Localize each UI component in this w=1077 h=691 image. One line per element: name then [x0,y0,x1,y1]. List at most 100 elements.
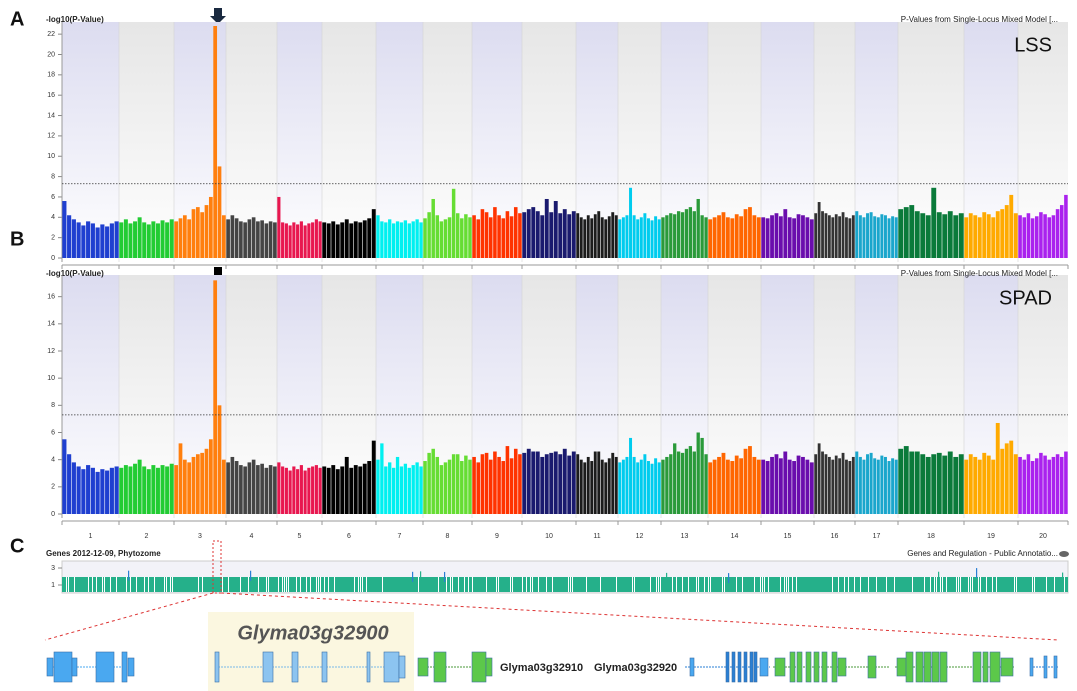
snp-column [230,456,235,514]
snp-column [484,212,489,258]
snp-column [947,451,953,514]
track-gap [512,577,513,592]
snp-column [146,469,151,514]
snp-column [607,458,611,514]
snp-column [160,465,165,514]
track-gap [96,577,97,592]
panel-letter: B [10,228,24,250]
snp-column [137,459,142,514]
snp-column [891,458,895,514]
snp-column [739,216,744,258]
snp-column [395,456,400,514]
track-gap [1032,577,1033,592]
snp-column [995,422,1000,514]
snp-column [571,451,576,514]
snp-column [858,456,862,514]
snp-column [721,212,726,258]
exon [398,655,406,679]
cloud-icon [1059,551,1069,557]
snp-column [264,467,269,514]
track-gap [930,577,931,592]
snp-column [692,211,696,258]
snp-column [142,222,147,258]
track-gap [958,577,959,592]
snp-column [1034,458,1039,514]
track-peak [444,571,446,582]
track-gap [710,577,711,592]
exon [982,651,989,683]
snp-column [76,466,81,514]
snp-column [109,223,114,258]
snp-column [292,222,296,258]
snp-column [264,223,269,258]
y-tick-label: 22 [47,31,55,38]
x-tick-label: 11 [593,533,600,540]
snp-column [621,217,625,258]
snp-column [488,217,493,258]
exon [1043,655,1048,679]
track-gap [278,577,279,592]
snp-column [213,26,218,258]
exon [923,651,932,683]
snp-column [639,459,643,514]
snp-column [851,456,855,514]
x-tick-label: 6 [347,533,351,540]
chromosome-band [761,275,814,518]
snp-column [704,217,708,258]
chromosome-band [855,275,898,518]
x-tick-label: 16 [831,533,839,540]
snp-column [109,467,114,514]
snp-column [991,217,996,258]
snp-column [204,448,209,514]
chromosome-band [576,22,618,262]
snp-column [128,466,133,514]
chromosome-band [761,22,814,262]
snp-column [942,214,948,258]
exon [896,657,908,677]
snp-column [522,452,527,514]
snp-column [497,215,501,258]
snp-column [796,214,801,258]
track-gap [126,577,127,592]
chromosome-band [1018,22,1068,262]
track-gap [860,577,861,592]
panel-letter: A [10,8,24,30]
snp-column [133,221,138,258]
snp-column [384,466,388,514]
y-tick-label: 4 [51,214,55,221]
snp-column [243,222,247,258]
track-gap [742,577,743,592]
snp-column [611,452,615,514]
snp-column [165,222,170,258]
snp-column [513,207,518,258]
snp-column [778,216,783,258]
track-gap [316,577,317,592]
snp-column [1000,209,1005,258]
chromosome-band [119,22,174,262]
chromosome-band [522,22,576,262]
snp-column [200,212,205,258]
snp-column [299,221,303,258]
y-tick-label: 8 [51,173,55,180]
snp-column [100,224,105,258]
snp-column [688,446,693,514]
snp-column [526,448,531,514]
exon [291,651,299,683]
snp-column [484,452,489,514]
snp-column [761,217,766,258]
snp-column [191,456,196,514]
track-gap [172,577,173,592]
y-tick-label: 12 [47,348,55,355]
chromosome-band [322,22,376,262]
track-gap [496,577,497,592]
snp-column [160,220,165,258]
snp-column [281,466,285,514]
snp-column [137,217,142,258]
snp-column [273,466,277,514]
snp-column [213,280,218,514]
snp-column [597,211,601,258]
track-gap [472,577,473,592]
exon [774,657,786,677]
track-gap [1016,577,1017,592]
snp-column [268,465,273,514]
